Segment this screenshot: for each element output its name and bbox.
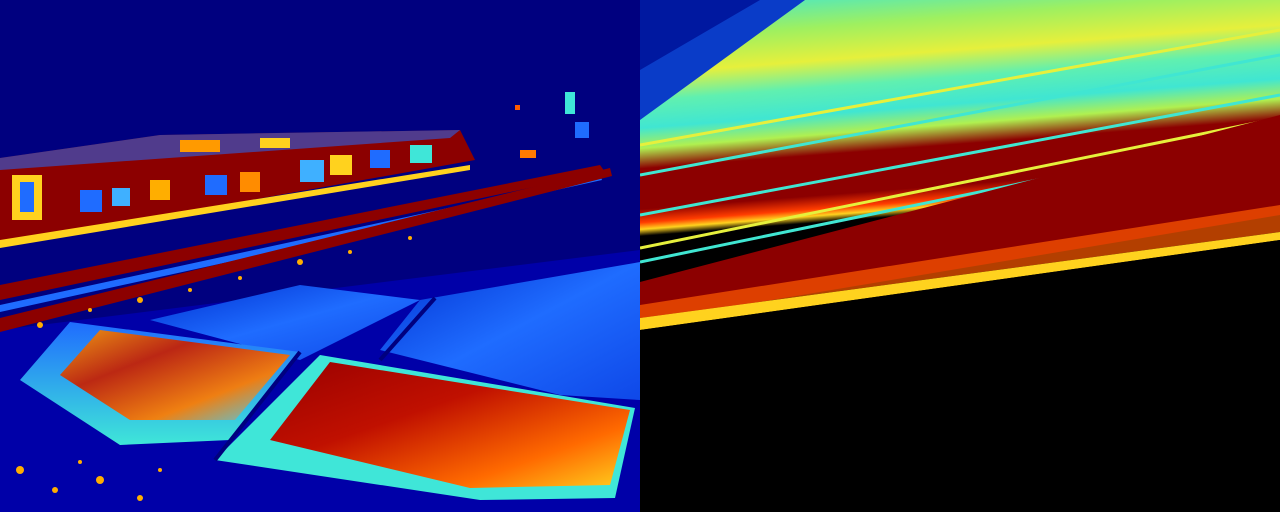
red-band: [640, 115, 1280, 322]
ground-void: [640, 240, 1280, 512]
pad-seams: [213, 296, 437, 462]
building-windows: [12, 138, 432, 220]
yellow-edge: [640, 232, 1280, 330]
rail-tracks: [0, 165, 612, 332]
slab-back-left: [150, 285, 420, 360]
pad-left-hot: [60, 330, 290, 420]
sky-ray-projection: [640, 0, 1280, 512]
distant-hotspots: [515, 92, 589, 158]
slab-back-right: [380, 262, 640, 400]
ray-projection-graphic: [640, 0, 1280, 512]
gravel-speckles: [16, 236, 412, 501]
thermal-scene-graphic: [0, 0, 640, 512]
upper-left-dark: [640, 0, 760, 70]
thermal-jet-view: [0, 0, 640, 512]
building-roofline: [0, 130, 460, 170]
orange-edge: [640, 205, 1280, 318]
pad-right-hot: [270, 362, 630, 488]
ray-stripes: [640, 28, 1280, 264]
